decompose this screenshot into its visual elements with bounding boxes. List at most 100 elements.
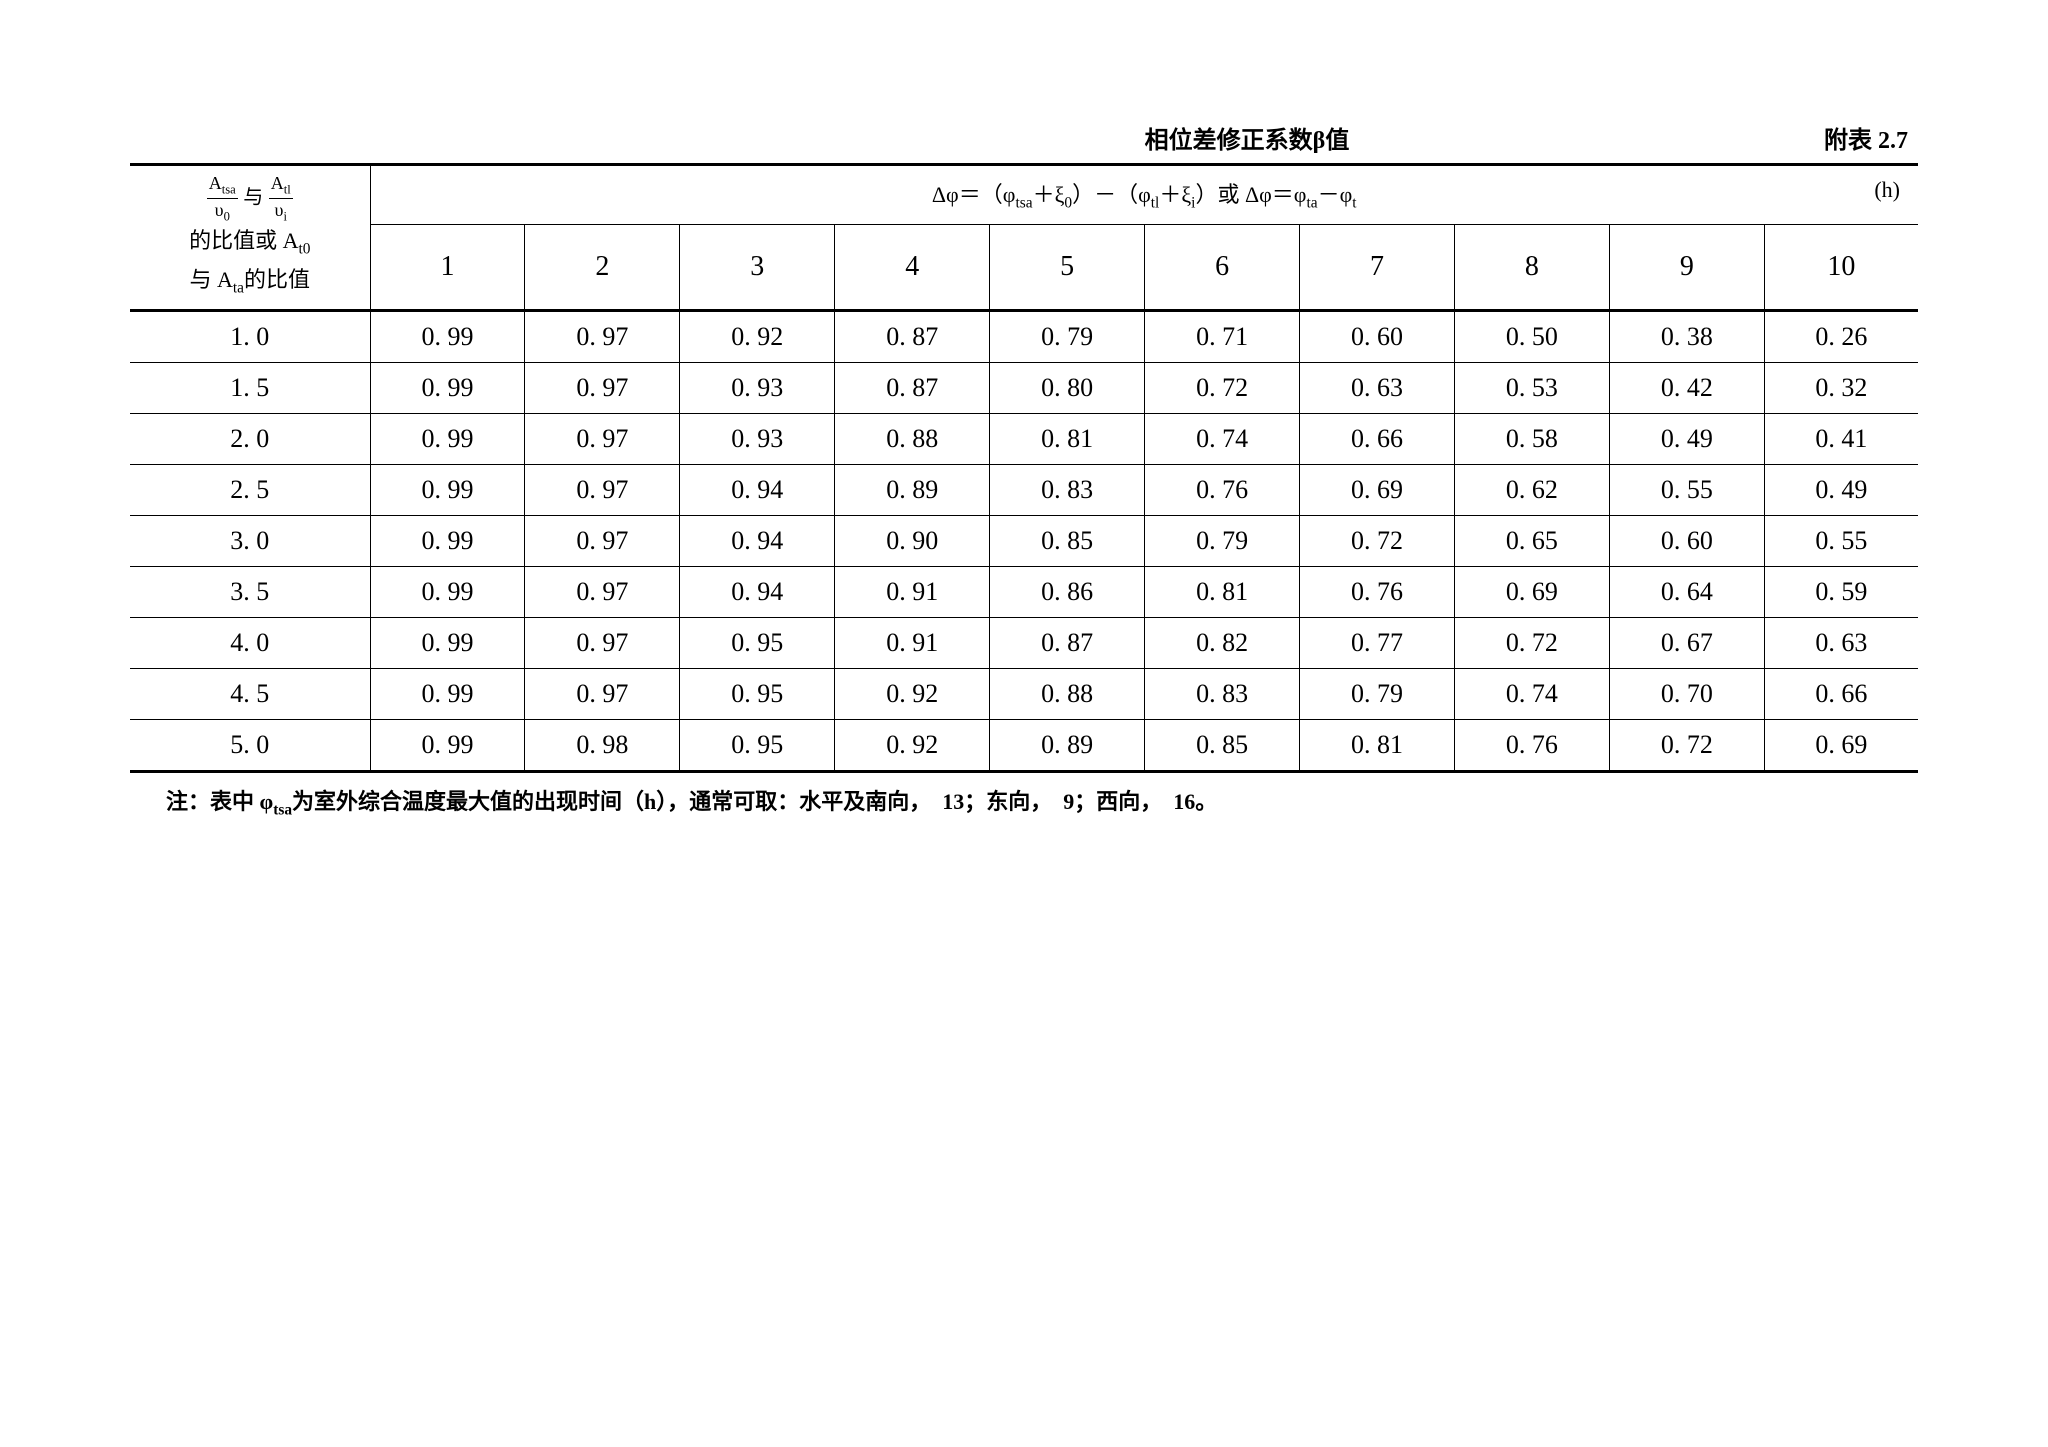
data-cell: 0. 99: [370, 567, 525, 618]
column-header: 5: [990, 225, 1145, 311]
data-cell: 0. 69: [1764, 720, 1918, 772]
data-cell: 0. 90: [835, 516, 990, 567]
data-cell: 0. 74: [1454, 669, 1609, 720]
data-cell: 0. 38: [1609, 311, 1764, 363]
data-cell: 0. 99: [370, 414, 525, 465]
row-label: 1. 5: [130, 363, 370, 414]
data-cell: 0. 83: [1145, 669, 1300, 720]
footnote: 注：表中 φtsa为室外综合温度最大值的出现时间（h），通常可取：水平及南向， …: [130, 785, 1918, 822]
data-cell: 0. 95: [680, 669, 835, 720]
data-cell: 0. 49: [1764, 465, 1918, 516]
data-cell: 0. 79: [1300, 669, 1455, 720]
column-header: 9: [1609, 225, 1764, 311]
table-row: 1. 00. 990. 970. 920. 870. 790. 710. 600…: [130, 311, 1918, 363]
data-cell: 0. 92: [680, 311, 835, 363]
table-row: 4. 00. 990. 970. 950. 910. 870. 820. 770…: [130, 618, 1918, 669]
data-cell: 0. 98: [525, 720, 680, 772]
data-cell: 0. 69: [1454, 567, 1609, 618]
table-row: 3. 00. 990. 970. 940. 900. 850. 790. 720…: [130, 516, 1918, 567]
table-title: 相位差修正系数β值: [530, 120, 1824, 155]
row-header-cell: Atsa υ0 与 Atl υi 的比值或 At0 与 Ata的比值: [130, 165, 370, 311]
data-cell: 0. 76: [1454, 720, 1609, 772]
row-label: 3. 0: [130, 516, 370, 567]
data-cell: 0. 99: [370, 311, 525, 363]
data-cell: 0. 97: [525, 567, 680, 618]
data-cell: 0. 94: [680, 516, 835, 567]
data-cell: 0. 99: [370, 363, 525, 414]
data-cell: 0. 99: [370, 669, 525, 720]
column-header: 1: [370, 225, 525, 311]
data-cell: 0. 64: [1609, 567, 1764, 618]
data-cell: 0. 92: [835, 720, 990, 772]
data-cell: 0. 95: [680, 720, 835, 772]
table-row: 1. 50. 990. 970. 930. 870. 800. 720. 630…: [130, 363, 1918, 414]
data-cell: 0. 94: [680, 465, 835, 516]
data-cell: 0. 66: [1300, 414, 1455, 465]
data-cell: 0. 67: [1609, 618, 1764, 669]
data-cell: 0. 53: [1454, 363, 1609, 414]
data-cell: 0. 72: [1145, 363, 1300, 414]
data-cell: 0. 66: [1764, 669, 1918, 720]
column-header: 10: [1764, 225, 1918, 311]
data-cell: 0. 89: [990, 720, 1145, 772]
data-cell: 0. 79: [1145, 516, 1300, 567]
data-cell: 0. 76: [1145, 465, 1300, 516]
data-cell: 0. 72: [1454, 618, 1609, 669]
row-header-line2: 的比值或 At0: [189, 228, 310, 253]
data-cell: 0. 49: [1609, 414, 1764, 465]
data-cell: 0. 76: [1300, 567, 1455, 618]
data-cell: 0. 72: [1609, 720, 1764, 772]
formula-text: Δφ＝（φtsa＋ξ0）－（φtl＋ξi）或 Δφ＝φta－φt: [932, 182, 1357, 207]
fraction-2: Atl υi: [269, 174, 293, 223]
data-cell: 0. 95: [680, 618, 835, 669]
data-cell: 0. 89: [835, 465, 990, 516]
column-header-row: 12345678910: [130, 225, 1918, 311]
formula-header: Δφ＝（φtsa＋ξ0）－（φtl＋ξi）或 Δφ＝φta－φt (h): [370, 165, 1918, 225]
data-cell: 0. 60: [1609, 516, 1764, 567]
data-cell: 0. 97: [525, 363, 680, 414]
data-cell: 0. 99: [370, 720, 525, 772]
data-cell: 0. 83: [990, 465, 1145, 516]
data-cell: 0. 71: [1145, 311, 1300, 363]
row-label: 2. 5: [130, 465, 370, 516]
data-cell: 0. 26: [1764, 311, 1918, 363]
data-cell: 0. 94: [680, 567, 835, 618]
data-cell: 0. 97: [525, 669, 680, 720]
data-cell: 0. 88: [835, 414, 990, 465]
table-label: 附表 2.7: [1824, 120, 1908, 155]
table-row: 2. 00. 990. 970. 930. 880. 810. 740. 660…: [130, 414, 1918, 465]
data-cell: 0. 62: [1454, 465, 1609, 516]
header-row: 相位差修正系数β值 附表 2.7: [130, 120, 1918, 155]
data-cell: 0. 81: [1300, 720, 1455, 772]
formula-unit: (h): [1874, 177, 1900, 203]
data-cell: 0. 97: [525, 618, 680, 669]
row-label: 3. 5: [130, 567, 370, 618]
data-cell: 0. 93: [680, 414, 835, 465]
column-header: 6: [1145, 225, 1300, 311]
header-row-1: Atsa υ0 与 Atl υi 的比值或 At0 与 Ata的比值 Δφ＝（φ…: [130, 165, 1918, 225]
data-cell: 0. 41: [1764, 414, 1918, 465]
column-header: 2: [525, 225, 680, 311]
data-cell: 0. 97: [525, 465, 680, 516]
data-cell: 0. 70: [1609, 669, 1764, 720]
data-cell: 0. 97: [525, 414, 680, 465]
data-cell: 0. 63: [1764, 618, 1918, 669]
data-cell: 0. 86: [990, 567, 1145, 618]
data-cell: 0. 79: [990, 311, 1145, 363]
data-cell: 0. 99: [370, 516, 525, 567]
data-cell: 0. 74: [1145, 414, 1300, 465]
table-row: 3. 50. 990. 970. 940. 910. 860. 810. 760…: [130, 567, 1918, 618]
data-cell: 0. 63: [1300, 363, 1455, 414]
data-cell: 0. 99: [370, 465, 525, 516]
data-cell: 0. 50: [1454, 311, 1609, 363]
data-cell: 0. 87: [835, 363, 990, 414]
column-header: 8: [1454, 225, 1609, 311]
row-label: 5. 0: [130, 720, 370, 772]
column-header: 4: [835, 225, 990, 311]
data-cell: 0. 72: [1300, 516, 1455, 567]
column-header: 7: [1300, 225, 1455, 311]
data-cell: 0. 97: [525, 516, 680, 567]
row-label: 1. 0: [130, 311, 370, 363]
data-cell: 0. 59: [1764, 567, 1918, 618]
beta-table: Atsa υ0 与 Atl υi 的比值或 At0 与 Ata的比值 Δφ＝（φ…: [130, 163, 1918, 773]
